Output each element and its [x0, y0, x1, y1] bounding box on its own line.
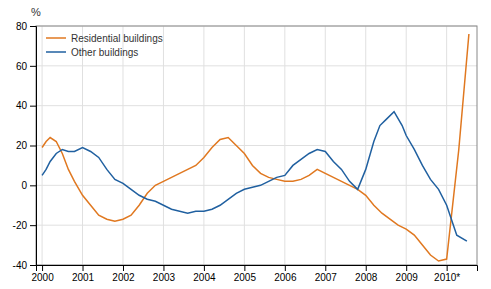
legend-label: Residential buildings: [71, 33, 163, 44]
tick: 40: [16, 100, 36, 111]
tick-label: 2001: [72, 272, 95, 283]
grid-line: [203, 26, 204, 265]
grid-line: [163, 26, 164, 265]
tick-label: 2005: [234, 272, 257, 283]
tick: -20: [13, 220, 36, 231]
plot-frame: [36, 26, 477, 265]
legend-label: Other buildings: [71, 47, 138, 58]
tick-mark: [30, 26, 36, 27]
x-axis: 2000 2001 2002 2003 2004 2005 2006 2007 2008 2009…: [31, 265, 477, 283]
legend-item: Residential buildings: [46, 33, 163, 44]
tick: 2004: [193, 265, 216, 283]
grid-line: [82, 26, 83, 265]
grid-line: [446, 26, 447, 265]
tick-label: 2009: [396, 272, 419, 283]
series-line: [42, 34, 469, 261]
grid-line: [36, 225, 477, 226]
grid-line: [36, 65, 477, 66]
tick-mark: [325, 265, 326, 271]
tick: 60: [16, 61, 36, 72]
tick: 2006: [274, 265, 297, 283]
tick-mark: [406, 265, 407, 271]
tick-label: -20: [13, 220, 28, 231]
tick-label: 20: [16, 140, 28, 151]
tick-mark: [447, 265, 448, 271]
axis-line: [30, 27, 37, 266]
tick: 2003: [153, 265, 176, 283]
tick-mark: [30, 185, 36, 186]
tick: -40: [13, 260, 36, 271]
grid-line: [36, 105, 477, 106]
tick: 2007: [315, 265, 338, 283]
legend-swatch: [46, 51, 66, 53]
tick: 2009: [396, 265, 419, 283]
tick-label: 2000: [31, 272, 54, 283]
series-line: [42, 112, 467, 241]
tick-label: 2010*: [434, 272, 460, 283]
tick-label: 2003: [153, 272, 176, 283]
tick: 2001: [72, 265, 95, 283]
tick: 2002: [112, 265, 135, 283]
grid-line: [42, 26, 43, 265]
tick-label: 2007: [315, 272, 338, 283]
legend: Residential buildings Other buildings: [46, 33, 163, 58]
tick: 80: [16, 21, 36, 32]
plot: 2000 2001 2002 2003 2004 2005 2006 2007 2008 2009…: [13, 21, 478, 283]
axis-line: [37, 266, 478, 272]
tick-mark: [285, 265, 286, 271]
tick-mark: [30, 265, 36, 266]
tick-label: 0: [21, 180, 27, 191]
tick-mark: [83, 265, 84, 271]
tick-mark: [366, 265, 367, 271]
tick: 2010*: [434, 265, 460, 283]
tick-label: -40: [13, 260, 28, 271]
legend-swatch: [46, 37, 66, 39]
tick-mark: [204, 265, 205, 271]
tick-mark: [123, 265, 124, 271]
tick: 20: [16, 140, 36, 151]
chart: 2000 2001 2002 2003 2004 2005 2006 2007 2008 2009…: [0, 0, 491, 289]
grid: [36, 26, 477, 265]
tick-mark: [30, 106, 36, 107]
tick: 2000: [31, 265, 54, 283]
tick: 2005: [234, 265, 257, 283]
tick-mark: [42, 265, 43, 271]
tick-label: 60: [16, 61, 28, 72]
y-axis: -40 -20 0 20 40 60 80: [13, 21, 37, 271]
tick: 2008: [355, 265, 378, 283]
y-axis-label: %: [31, 6, 41, 18]
tick-label: 80: [16, 21, 28, 32]
grid-line: [325, 26, 326, 265]
tick-label: 2006: [274, 272, 297, 283]
grid-line: [122, 26, 123, 265]
tick-label: 2008: [355, 272, 378, 283]
tick-label: 40: [16, 100, 28, 111]
tick: 0: [21, 180, 36, 191]
tick-label: 2004: [193, 272, 216, 283]
legend-item: Other buildings: [46, 47, 138, 58]
series-group: [42, 34, 469, 261]
grid-line: [284, 26, 285, 265]
tick-mark: [244, 265, 245, 271]
tick-mark: [30, 225, 36, 226]
tick-mark: [163, 265, 164, 271]
grid-line: [365, 26, 366, 265]
grid-line: [36, 145, 477, 146]
tick-mark: [30, 66, 36, 67]
tick-mark: [30, 146, 36, 147]
grid-line: [244, 26, 245, 265]
tick-label: 2002: [112, 272, 135, 283]
